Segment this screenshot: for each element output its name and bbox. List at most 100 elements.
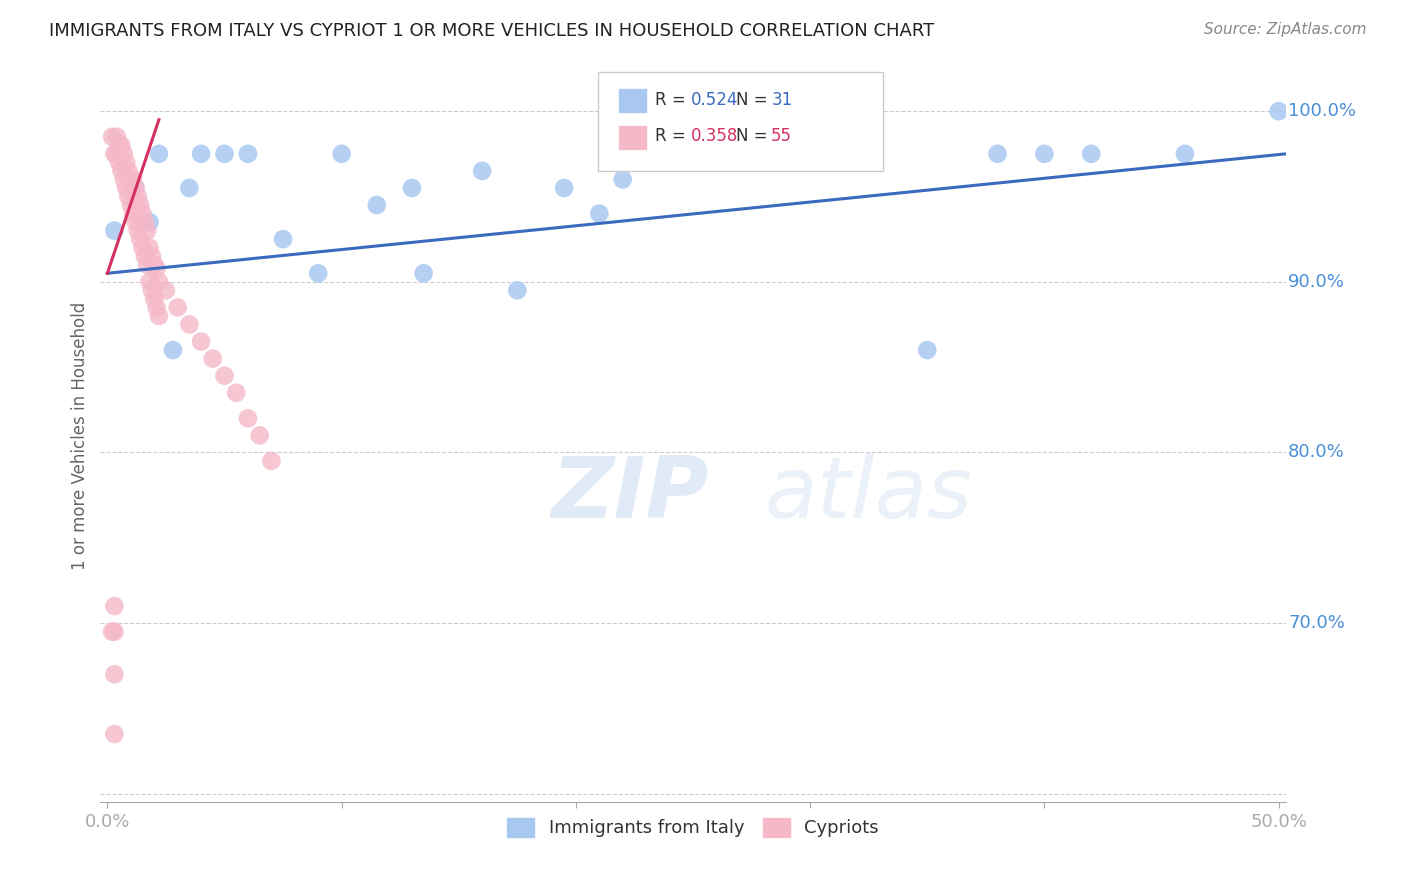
Point [101,129,124,144]
Point [166,301,188,315]
Point [148,309,170,323]
Point [236,146,259,161]
Point [124,181,146,195]
Text: 31: 31 [772,90,793,109]
Point [131,206,153,220]
Point [179,181,201,195]
Point [155,284,177,298]
Point [1033,146,1056,161]
Text: R =: R = [655,128,692,145]
Text: 0.358: 0.358 [690,128,738,145]
Text: 80.0%: 80.0% [1288,443,1344,461]
Point [366,198,388,212]
Point [471,164,494,178]
Point [236,411,259,425]
Point [225,385,247,400]
Point [658,146,681,161]
Point [117,189,139,203]
Point [846,146,869,161]
Point [1267,104,1289,119]
Point [412,266,434,280]
Point [138,215,160,229]
FancyBboxPatch shape [598,72,883,171]
Point [214,368,236,383]
Point [706,146,728,161]
Text: 0.524: 0.524 [690,90,738,109]
Point [129,198,152,212]
Point [917,343,939,357]
Point [115,155,138,169]
Point [190,146,212,161]
Point [120,172,142,186]
Point [122,206,145,220]
Point [108,155,131,169]
Text: R =: R = [655,90,692,109]
Point [179,318,201,332]
FancyBboxPatch shape [619,125,647,150]
Point [249,428,271,442]
Point [1174,146,1197,161]
Point [148,275,170,289]
Point [553,181,575,195]
Point [103,146,125,161]
Point [110,138,132,153]
Text: Source: ZipAtlas.com: Source: ZipAtlas.com [1204,22,1367,37]
Point [986,146,1008,161]
Point [136,258,159,272]
Legend: Immigrants from Italy, Cypriots: Immigrants from Italy, Cypriots [501,811,886,845]
Point [799,146,821,161]
Point [134,249,156,263]
Point [506,284,529,298]
Point [1080,146,1102,161]
Point [138,275,160,289]
Text: IMMIGRANTS FROM ITALY VS CYPRIOT 1 OR MORE VEHICLES IN HOUSEHOLD CORRELATION CHA: IMMIGRANTS FROM ITALY VS CYPRIOT 1 OR MO… [49,22,935,40]
Text: 55: 55 [772,128,792,145]
Point [260,454,283,468]
Point [145,301,167,315]
Point [127,224,149,238]
Point [122,172,145,186]
Point [127,189,149,203]
Point [162,343,184,357]
Point [124,181,146,195]
Point [214,146,236,161]
Point [307,266,329,280]
Point [271,232,294,246]
Point [103,727,125,741]
Point [105,129,128,144]
Point [115,181,138,195]
Point [103,624,125,639]
Point [103,599,125,613]
Point [148,146,170,161]
FancyBboxPatch shape [619,88,647,113]
Text: ZIP: ZIP [551,452,709,535]
Text: N =: N = [735,90,772,109]
Point [141,249,163,263]
Text: atlas: atlas [763,452,972,535]
Text: 70.0%: 70.0% [1288,614,1346,632]
Point [401,181,423,195]
Point [201,351,224,366]
Point [131,241,153,255]
Point [588,206,610,220]
Text: 100.0%: 100.0% [1288,103,1355,120]
Point [143,292,166,306]
Point [138,241,160,255]
Y-axis label: 1 or more Vehicles in Household: 1 or more Vehicles in Household [72,301,89,569]
Point [120,198,142,212]
Point [136,224,159,238]
Point [134,215,156,229]
Point [103,667,125,681]
Point [112,146,135,161]
Point [108,138,131,153]
Point [129,232,152,246]
Point [190,334,212,349]
Point [124,215,146,229]
Point [143,258,166,272]
Point [141,284,163,298]
Text: 90.0%: 90.0% [1288,273,1346,291]
Point [752,146,775,161]
Point [612,172,634,186]
Point [110,164,132,178]
Text: N =: N = [735,128,772,145]
